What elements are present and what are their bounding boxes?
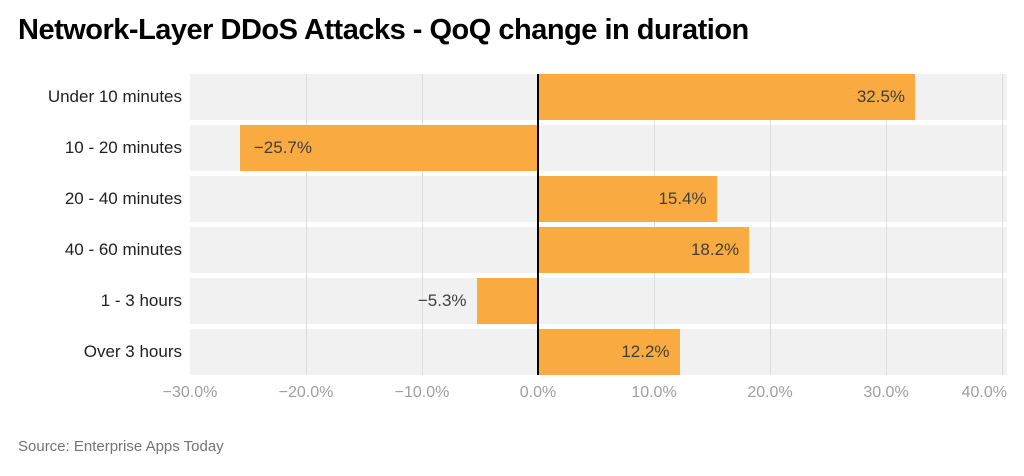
- category-label: Under 10 minutes: [47, 87, 182, 106]
- value-label: 32.5%: [856, 87, 906, 106]
- x-axis-label: −30.0%: [162, 384, 218, 401]
- bar: [538, 176, 717, 222]
- source-note: Source: Enterprise Apps Today: [18, 438, 224, 455]
- bar: [538, 329, 680, 375]
- category-label: 20 - 40 minutes: [64, 189, 182, 208]
- category-label: Over 3 hours: [83, 342, 182, 361]
- grid-line: [770, 74, 771, 375]
- bar: [538, 74, 915, 120]
- grid-line: [306, 74, 307, 375]
- bar: [538, 227, 750, 273]
- value-label: 12.2%: [621, 342, 670, 361]
- x-axis-label: −10.0%: [394, 384, 450, 401]
- grid-line: [422, 74, 423, 375]
- chart-title: Network-Layer DDoS Attacks - QoQ change …: [18, 14, 749, 46]
- bar: [239, 125, 538, 171]
- x-axis-label: −20.0%: [278, 384, 334, 401]
- bar: [476, 278, 538, 324]
- x-axis-label: 0.0%: [519, 384, 557, 401]
- plot-area: 32.5% −25.7% 15.4% 18.2% −5.3% 12.2%: [190, 74, 1007, 375]
- value-label: 18.2%: [690, 240, 740, 259]
- grid-line: [1002, 74, 1003, 375]
- row-band: [190, 278, 1007, 324]
- category-label: 10 - 20 minutes: [64, 138, 182, 157]
- value-label: −25.7%: [253, 138, 313, 157]
- category-label: 40 - 60 minutes: [64, 240, 182, 259]
- grid-line: [886, 74, 887, 375]
- grid-line: [654, 74, 655, 375]
- value-label: 15.4%: [658, 189, 707, 208]
- value-label: −5.3%: [417, 291, 467, 310]
- x-axis-label: 40.0%: [961, 384, 1007, 401]
- zero-axis-line: [537, 74, 539, 375]
- x-axis-label: 10.0%: [631, 384, 677, 401]
- x-axis-label: 30.0%: [863, 384, 909, 401]
- x-axis-label: 20.0%: [747, 384, 793, 401]
- category-label: 1 - 3 hours: [100, 291, 182, 310]
